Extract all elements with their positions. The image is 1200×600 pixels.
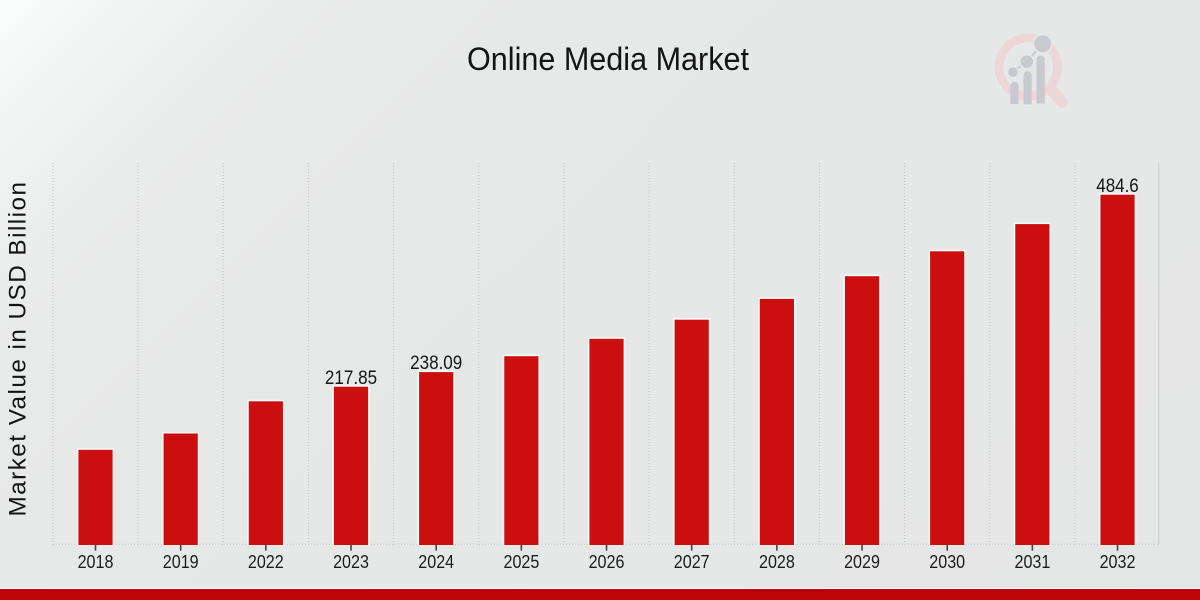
svg-text:Market Value in USD Billion: Market Value in USD Billion — [4, 182, 31, 517]
svg-text:2029: 2029 — [844, 551, 880, 572]
svg-text:2031: 2031 — [1015, 551, 1051, 572]
svg-text:484.6: 484.6 — [1096, 176, 1139, 197]
svg-text:238.09: 238.09 — [410, 353, 462, 374]
svg-text:2022: 2022 — [248, 551, 284, 572]
svg-text:2023: 2023 — [333, 551, 369, 572]
svg-text:2018: 2018 — [78, 551, 114, 572]
svg-text:2028: 2028 — [759, 551, 795, 572]
svg-text:2027: 2027 — [674, 551, 710, 572]
svg-text:2030: 2030 — [929, 551, 965, 572]
svg-text:2024: 2024 — [418, 551, 454, 572]
svg-text:2032: 2032 — [1100, 551, 1136, 572]
svg-text:2026: 2026 — [589, 551, 625, 572]
svg-text:2019: 2019 — [163, 551, 199, 572]
svg-text:217.85: 217.85 — [325, 368, 377, 389]
svg-text:2025: 2025 — [504, 551, 540, 572]
svg-text:Online Media Market: Online Media Market — [467, 40, 749, 77]
